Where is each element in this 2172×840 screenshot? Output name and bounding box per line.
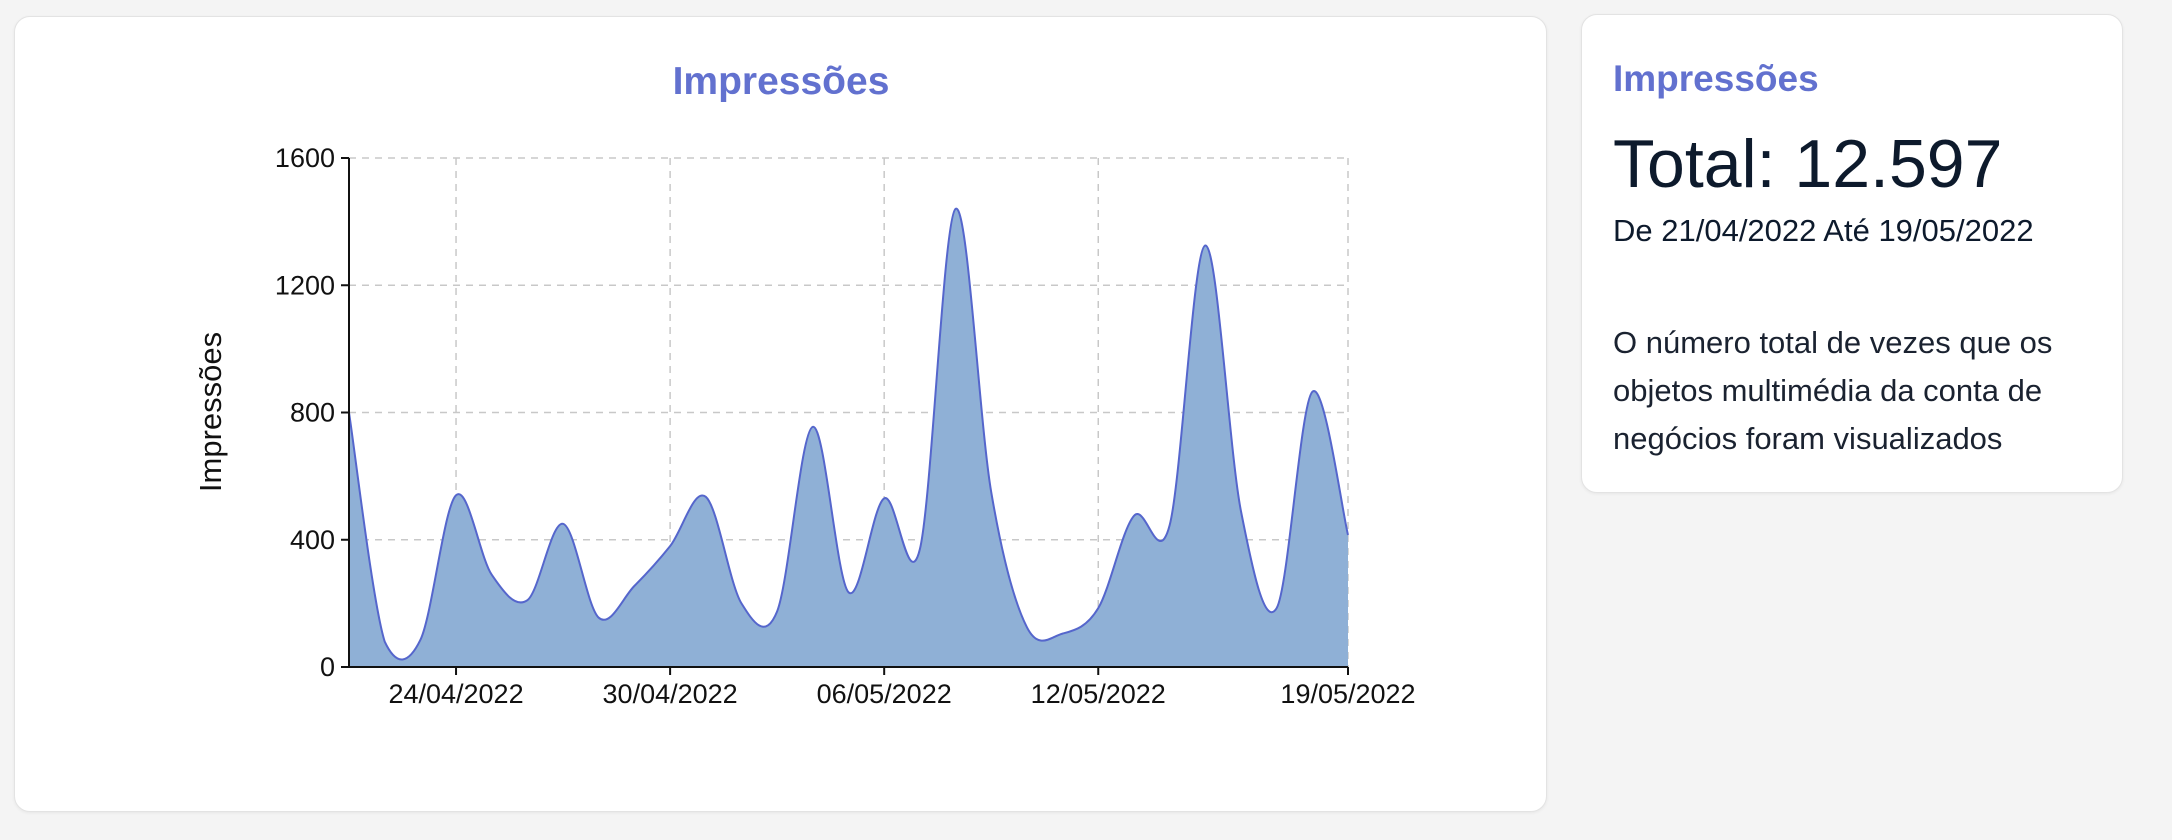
y-tick-label: 1200 bbox=[275, 270, 335, 300]
chart-title: Impressões bbox=[673, 60, 890, 103]
impressions-area-chart: Impressões Impressões 0 400 800 1200 1600 24/… bbox=[193, 60, 1416, 709]
area-line bbox=[348, 207, 1349, 661]
y-tick-label: 800 bbox=[290, 398, 335, 428]
y-axis-title: Impressões bbox=[193, 332, 228, 492]
x-tick-label: 30/04/2022 bbox=[603, 679, 738, 709]
info-card: Impressões Total: 12.597 De 21/04/2022 A… bbox=[1581, 14, 2123, 493]
tick-labels: 0 400 800 1200 1600 24/04/2022 30/04/2022 06/05… bbox=[275, 143, 1416, 709]
chart-card: Impressões Impressões 0 400 800 1200 1600 24/… bbox=[14, 16, 1547, 812]
x-tick-label: 06/05/2022 bbox=[817, 679, 952, 709]
area-series bbox=[348, 207, 1349, 668]
x-tick-label: 24/04/2022 bbox=[388, 679, 523, 709]
info-title: Impressões bbox=[1613, 58, 1819, 99]
x-tick-label: 19/05/2022 bbox=[1280, 679, 1415, 709]
y-tick-label: 400 bbox=[290, 525, 335, 555]
y-tick-label: 1600 bbox=[275, 143, 335, 173]
y-tick-label: 0 bbox=[320, 652, 335, 682]
x-tick-label: 12/05/2022 bbox=[1031, 679, 1166, 709]
area-fill bbox=[349, 208, 1348, 668]
axes bbox=[341, 157, 1349, 675]
date-range: De 21/04/2022 Até 19/05/2022 bbox=[1613, 213, 2034, 248]
metric-description: O número total de vezes que os objetos m… bbox=[1613, 325, 2053, 456]
total-value: Total: 12.597 bbox=[1613, 126, 2003, 202]
